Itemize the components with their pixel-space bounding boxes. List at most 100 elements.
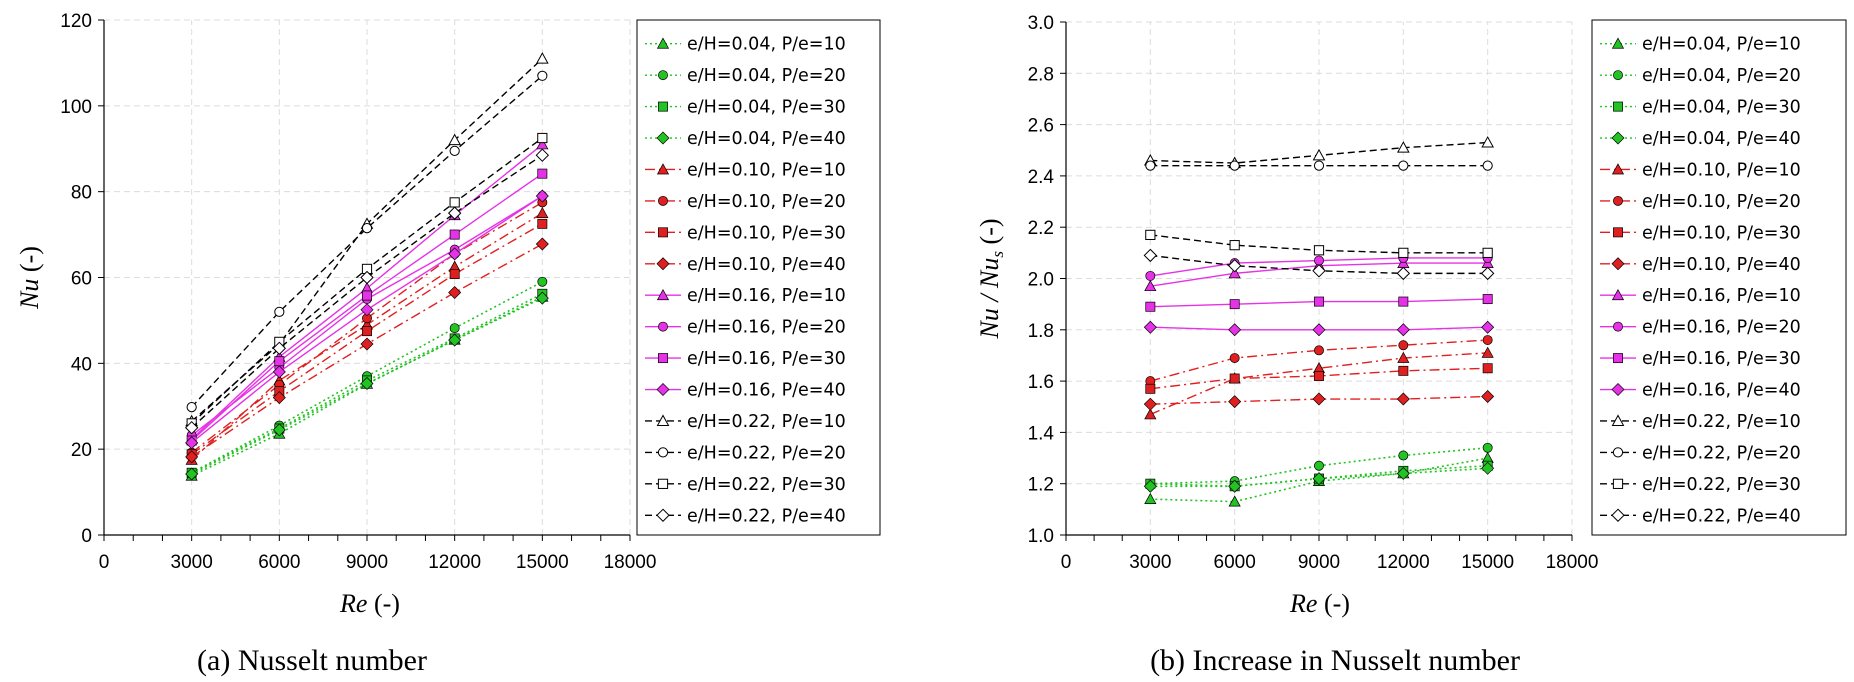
data-point — [449, 229, 460, 240]
data-point — [535, 291, 549, 305]
legend-label: e/H=0.04, P/e=20 — [687, 66, 846, 86]
legend-marker — [658, 227, 668, 238]
legend-label: e/H=0.22, P/e=10 — [687, 412, 846, 432]
data-point — [272, 423, 286, 437]
legend-marker — [1611, 288, 1625, 301]
data-point — [1398, 365, 1409, 376]
data-point — [537, 168, 548, 179]
legend-item: e/H=0.10, P/e=20 — [1600, 192, 1801, 212]
data-point — [1480, 266, 1495, 281]
data-point — [535, 237, 549, 251]
data-point — [1396, 392, 1410, 406]
data-point — [1312, 392, 1326, 406]
data-point — [1398, 450, 1409, 461]
y-tick-label: 2.6 — [1028, 116, 1054, 137]
legend-item: e/H=0.16, P/e=40 — [645, 381, 846, 401]
legend-label: e/H=0.04, P/e=30 — [1642, 98, 1801, 118]
data-point — [1482, 160, 1493, 171]
data-point — [360, 377, 374, 390]
data-point — [448, 133, 462, 146]
y-tick-label: 20 — [71, 440, 92, 461]
data-point — [1313, 160, 1325, 171]
data-point — [448, 247, 462, 261]
data-point — [1227, 258, 1242, 273]
data-point — [449, 269, 460, 280]
series-7 — [1145, 363, 1493, 394]
data-point — [185, 450, 199, 464]
legend-label: e/H=0.22, P/e=40 — [687, 506, 846, 526]
legend-marker — [1611, 163, 1625, 175]
data-point — [1482, 363, 1493, 374]
legend-label: e/H=0.04, P/e=10 — [1642, 35, 1801, 55]
legend-marker — [658, 195, 668, 206]
legend-label: e/H=0.10, P/e=20 — [1642, 192, 1801, 212]
data-point — [362, 326, 372, 337]
data-point — [1396, 323, 1410, 337]
data-point — [1228, 395, 1242, 409]
series-11 — [186, 168, 548, 446]
y-tick-label: 2.0 — [1028, 270, 1054, 291]
legend-box — [1591, 19, 1847, 536]
legend-marker — [1611, 414, 1625, 426]
data-point — [360, 303, 374, 317]
data-point — [1143, 479, 1157, 493]
legend-item: e/H=0.16, P/e=10 — [645, 286, 846, 306]
x-tick-label: 0 — [1061, 552, 1072, 573]
legend-marker — [656, 257, 670, 271]
data-point — [1482, 442, 1493, 453]
legend-label: e/H=0.10, P/e=10 — [1642, 160, 1801, 180]
x-tick-label: 18000 — [604, 552, 657, 573]
legend-item: e/H=0.04, P/e=30 — [645, 98, 846, 118]
data-point — [1229, 160, 1240, 171]
x-tick-label: 18000 — [1546, 552, 1599, 573]
legend-item: e/H=0.04, P/e=40 — [1600, 129, 1801, 149]
data-point — [449, 145, 460, 156]
legend-item: e/H=0.22, P/e=10 — [1600, 412, 1801, 432]
series-12 — [1143, 320, 1495, 337]
legend-marker — [656, 383, 670, 397]
legend-marker — [656, 508, 670, 522]
data-point — [272, 391, 286, 405]
data-point — [1481, 389, 1495, 403]
legend-item: e/H=0.16, P/e=30 — [1600, 349, 1801, 369]
y-tick-label: 1.0 — [1028, 526, 1054, 547]
series-16 — [184, 148, 550, 435]
y-tick-label: 2.8 — [1028, 64, 1054, 85]
data-point — [1314, 296, 1324, 307]
y-tick-label: 1.2 — [1028, 475, 1054, 496]
data-point — [1398, 160, 1409, 171]
legend-item: e/H=0.22, P/e=40 — [645, 506, 846, 526]
y-tick-label: 40 — [71, 354, 92, 375]
legend-item: e/H=0.16, P/e=30 — [645, 349, 846, 369]
data-point — [1228, 495, 1241, 507]
legend-marker — [1611, 508, 1625, 522]
series-line — [191, 293, 543, 474]
data-point — [272, 341, 287, 356]
series-14 — [186, 70, 548, 413]
legend-label: e/H=0.16, P/e=10 — [1642, 286, 1801, 306]
legend-item: e/H=0.04, P/e=20 — [645, 66, 846, 86]
y-tick-label: 0 — [81, 526, 92, 547]
data-point — [1398, 296, 1409, 307]
legend-label: e/H=0.04, P/e=40 — [1642, 129, 1801, 149]
legend-item: e/H=0.16, P/e=20 — [645, 318, 846, 338]
data-point — [1145, 301, 1156, 312]
figure-caption: (b) Increase in Nusselt number — [1150, 644, 1520, 677]
data-point — [1481, 461, 1495, 475]
y-axis-ticks: 1.0 1.2 1.4 1.6 1.8 2.0 2.2 2.4 2.6 2.8 3.0 — [1028, 13, 1066, 547]
data-point — [1229, 373, 1240, 384]
legend: e/H=0.04, P/e=10 e/H=0.04, P/e=20 e/H=0.04… — [1591, 19, 1847, 536]
legend-label: e/H=0.22, P/e=10 — [1642, 412, 1801, 432]
x-tick-label: 3000 — [1129, 552, 1171, 573]
y-tick-label: 1.8 — [1028, 321, 1054, 342]
legend-label: e/H=0.10, P/e=40 — [1642, 255, 1801, 275]
data-point — [448, 333, 462, 347]
x-tick-label: 12000 — [428, 552, 481, 573]
legend-marker — [1613, 101, 1623, 112]
data-point — [536, 206, 549, 218]
series-line — [191, 154, 543, 429]
y-tick-label: 120 — [60, 11, 92, 32]
data-point — [1312, 472, 1326, 486]
legend-label: e/H=0.04, P/e=40 — [687, 129, 846, 149]
